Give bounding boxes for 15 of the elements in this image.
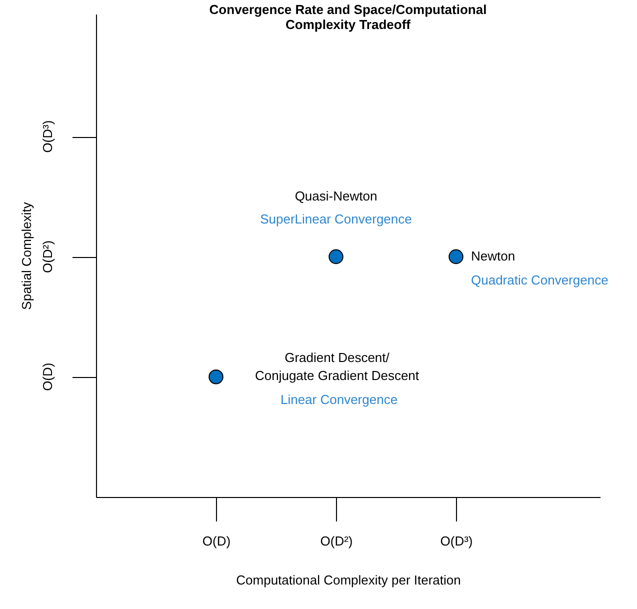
y-axis-title: Spatial Complexity	[19, 202, 34, 310]
annotation: Linear Convergence	[280, 392, 398, 407]
text: Quasi-Newton	[294, 188, 378, 204]
text: O(D²)	[40, 240, 55, 273]
text: SuperLinear Convergence	[260, 212, 412, 227]
text: O(D³)	[40, 120, 55, 153]
x-tick-label: O(D³)	[440, 534, 473, 548]
x-axis-title: Computational Complexity per Iteration	[236, 572, 461, 588]
annotation: Gradient Descent/ Conjugate Gradient Descent	[254, 350, 420, 383]
text: O(D)	[40, 362, 55, 391]
annotation: Quadratic Convergence	[471, 272, 608, 288]
chart-title: Convergence Rate and Space/Computational Complexity Tradeoff	[209, 2, 487, 32]
x-tick-label: O(D)	[202, 534, 231, 548]
x-tick-label: O(D²)	[320, 534, 353, 548]
annotation: Newton	[471, 248, 516, 264]
